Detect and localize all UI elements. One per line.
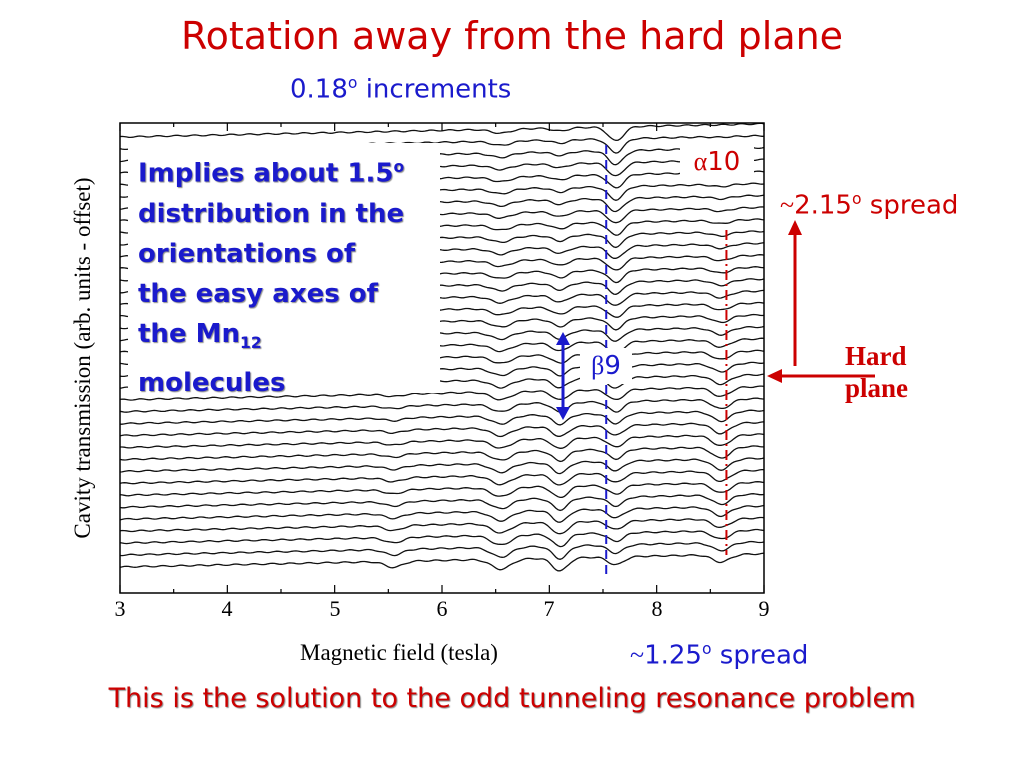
trace-line bbox=[119, 481, 765, 499]
trace-line bbox=[120, 433, 765, 449]
axis-ticks bbox=[119, 123, 765, 593]
annotation-line: molecules bbox=[138, 367, 286, 398]
y-axis-label: Cavity transmission (arb. units - offset… bbox=[70, 177, 95, 539]
annotation-line: Implies about 1.5o bbox=[138, 158, 405, 189]
annotation-line: the easy axes of bbox=[138, 278, 378, 309]
trace-line bbox=[119, 421, 765, 438]
trace-line bbox=[119, 540, 765, 560]
trace-line bbox=[119, 397, 765, 413]
hard-plane-label: Hard plane bbox=[845, 341, 909, 403]
beta9-double-arrow bbox=[556, 332, 570, 420]
footer-statement: This is the solution to the odd tunnelin… bbox=[108, 683, 916, 714]
trace-line bbox=[119, 528, 765, 548]
alpha10-label: α10 bbox=[680, 144, 754, 180]
annotation-line: the Mn12 bbox=[138, 318, 262, 352]
hard-plane-arrow bbox=[767, 369, 875, 383]
x-tick-label: 7 bbox=[543, 596, 555, 621]
trace-line bbox=[119, 552, 765, 572]
x-tick-label: 3 bbox=[114, 596, 126, 621]
trace-line bbox=[119, 493, 765, 512]
trace-line bbox=[119, 516, 765, 535]
trace-line bbox=[119, 385, 765, 401]
x-tick-label: 6 bbox=[436, 596, 448, 621]
beta9-label: β9 bbox=[580, 348, 632, 384]
x-axis-label: Magnetic field (tesla) bbox=[300, 640, 498, 665]
x-tick-label: 5 bbox=[329, 596, 341, 621]
annotation-box: Implies about 1.5o distribution in the o… bbox=[128, 143, 440, 398]
annotation-line: orientations of bbox=[138, 238, 356, 269]
increments-label: 0.18o increments bbox=[290, 74, 512, 105]
x-tick-label: 4 bbox=[221, 596, 233, 621]
slide-title: Rotation away from the hard plane bbox=[180, 14, 844, 58]
spread-up-arrow bbox=[788, 220, 802, 366]
x-tick-label: 8 bbox=[651, 596, 663, 621]
trace-line bbox=[119, 504, 765, 523]
trace-line bbox=[119, 445, 764, 463]
trace-line bbox=[119, 457, 765, 475]
annotation-line: distribution in the bbox=[138, 198, 405, 229]
x-tick-label: 9 bbox=[758, 596, 770, 621]
trace-line bbox=[120, 409, 765, 426]
bottom-spread-label: ~1.25o spread bbox=[630, 640, 809, 671]
x-tick-labels: 3 4 5 6 7 8 9 bbox=[115, 596, 780, 626]
y-axis-label-box: Cavity transmission (arb. units - offset… bbox=[58, 123, 108, 593]
trace-line bbox=[119, 468, 765, 486]
top-spread-label: ~2.15o spread bbox=[780, 190, 959, 221]
